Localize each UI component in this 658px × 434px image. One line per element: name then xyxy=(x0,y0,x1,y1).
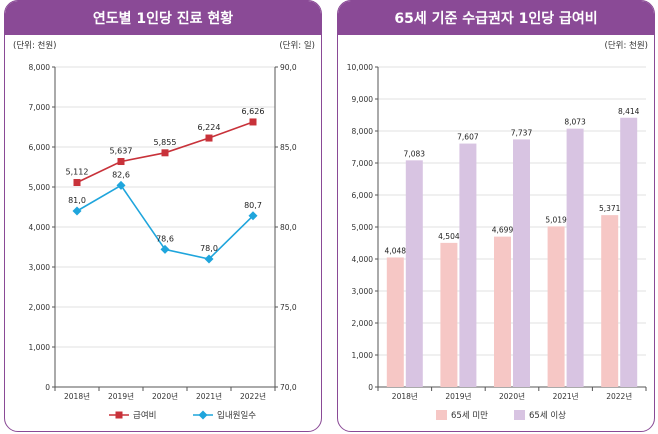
left-chart-title: 연도별 1인당 진료 현황 xyxy=(5,1,321,35)
x-tick-label: 2020년 xyxy=(152,391,178,401)
data-label: 7,083 xyxy=(404,149,426,158)
y-tick-label-right: 70,0 xyxy=(280,383,297,392)
legend-swatch xyxy=(514,410,525,420)
y-tick-label-right: 90,0 xyxy=(280,63,297,72)
data-label: 82,6 xyxy=(112,170,130,179)
data-label: 5,112 xyxy=(66,168,89,177)
legend-label: 65세 미만 xyxy=(451,411,488,421)
bar-chart: (단위: 천원) 0 1,000 2,000 3,000 4,000 5,000 6,000 7… xyxy=(347,40,648,421)
y-tick-label: 4,000 xyxy=(352,255,374,264)
data-label: 78,6 xyxy=(156,234,174,243)
y-tick-label-left: 7,000 xyxy=(29,103,51,112)
legend-marker xyxy=(198,410,208,420)
bar xyxy=(620,117,638,387)
bar xyxy=(459,143,477,387)
data-label: 5,019 xyxy=(545,215,567,224)
data-point-marker xyxy=(116,180,126,190)
left-chart-panel: 연도별 1인당 진료 현황 (단위: 천원) (단위: 일) 0 1,000 2,000… xyxy=(4,0,322,432)
y-tick-label-left: 3,000 xyxy=(29,263,51,272)
data-point-marker xyxy=(205,134,213,142)
x-tick-label: 2022년 xyxy=(606,391,632,401)
bar xyxy=(440,242,458,387)
data-label: 4,699 xyxy=(492,226,514,235)
y-tick-label-left: 8,000 xyxy=(29,63,51,72)
y-tick-label: 9,000 xyxy=(352,95,374,104)
y-tick-label: 6,000 xyxy=(352,191,374,200)
data-label: 80,7 xyxy=(244,201,262,210)
data-point-marker xyxy=(73,179,81,187)
x-tick-label: 2021년 xyxy=(553,391,579,401)
y-tick-label-left: 1,000 xyxy=(29,343,51,352)
data-label: 4,048 xyxy=(385,246,407,255)
data-point-marker xyxy=(117,158,125,166)
data-label: 8,073 xyxy=(564,118,586,127)
y-tick-label: 10,000 xyxy=(347,63,373,72)
legend-marker xyxy=(115,411,123,419)
axis-unit: (단위: 천원) xyxy=(605,40,648,51)
bar xyxy=(547,226,565,387)
x-tick-label: 2021년 xyxy=(196,391,222,401)
y-tick-label: 1,000 xyxy=(352,351,374,360)
x-tick-label: 2019년 xyxy=(445,391,471,401)
y-tick-label-left: 5,000 xyxy=(29,183,51,192)
line-chart: (단위: 천원) (단위: 일) 0 1,000 2,000 3,000 4,000 5,00… xyxy=(13,40,315,421)
data-point-marker xyxy=(161,149,169,157)
y-tick-label: 2,000 xyxy=(352,319,374,328)
bar xyxy=(566,128,584,387)
left-axis-unit: (단위: 천원) xyxy=(13,40,56,51)
data-label: 7,737 xyxy=(511,128,533,137)
data-label: 5,855 xyxy=(154,138,177,147)
data-point-marker xyxy=(248,211,258,221)
data-label: 6,626 xyxy=(242,107,265,116)
bar xyxy=(601,215,619,387)
data-point-marker xyxy=(204,254,214,264)
legend-label: 급여비 xyxy=(133,410,156,421)
x-tick-label: 2018년 xyxy=(392,391,418,401)
y-tick-label: 3,000 xyxy=(352,287,374,296)
x-tick-label: 2022년 xyxy=(240,391,266,401)
y-tick-label: 5,000 xyxy=(352,223,374,232)
bar xyxy=(513,139,530,387)
legend-label: 65세 이상 xyxy=(529,410,566,421)
x-tick-label: 2019년 xyxy=(108,391,134,401)
data-label: 78,0 xyxy=(200,244,218,253)
data-label: 6,224 xyxy=(198,123,221,132)
right-axis-unit: (단위: 일) xyxy=(279,40,315,51)
data-label: 81,0 xyxy=(68,196,86,205)
y-tick-label-left: 4,000 xyxy=(29,223,51,232)
y-tick-label: 7,000 xyxy=(352,159,374,168)
x-tick-label: 2020년 xyxy=(499,391,525,401)
y-tick-label-left: 6,000 xyxy=(29,143,51,152)
y-tick-label-right: 75,0 xyxy=(280,303,297,312)
y-tick-label-left: 2,000 xyxy=(29,303,51,312)
right-chart-title: 65세 기준 수급권자 1인당 급여비 xyxy=(338,1,654,35)
data-point-marker xyxy=(160,244,170,254)
bar xyxy=(405,160,423,387)
data-point-marker xyxy=(72,206,82,216)
data-label: 7,607 xyxy=(457,133,479,142)
data-label: 8,414 xyxy=(618,107,640,116)
y-tick-label: 0 xyxy=(368,383,373,392)
y-tick-label-right: 80,0 xyxy=(280,223,297,232)
legend-swatch xyxy=(436,410,447,420)
data-label: 5,637 xyxy=(110,147,133,156)
y-tick-label-left: 0 xyxy=(45,383,50,392)
bar xyxy=(494,236,511,387)
bar xyxy=(386,257,404,387)
y-tick-label-right: 85,0 xyxy=(280,143,297,152)
right-chart-panel: 65세 기준 수급권자 1인당 급여비 (단위: 천원) 0 1,000 2,000 3… xyxy=(337,0,655,432)
data-label: 5,371 xyxy=(599,204,621,213)
x-tick-label: 2018년 xyxy=(64,391,90,401)
data-point-marker xyxy=(249,118,257,126)
y-tick-label: 8,000 xyxy=(352,127,374,136)
legend-label: 입내원일수 xyxy=(217,411,256,421)
data-label: 4,504 xyxy=(438,232,460,241)
